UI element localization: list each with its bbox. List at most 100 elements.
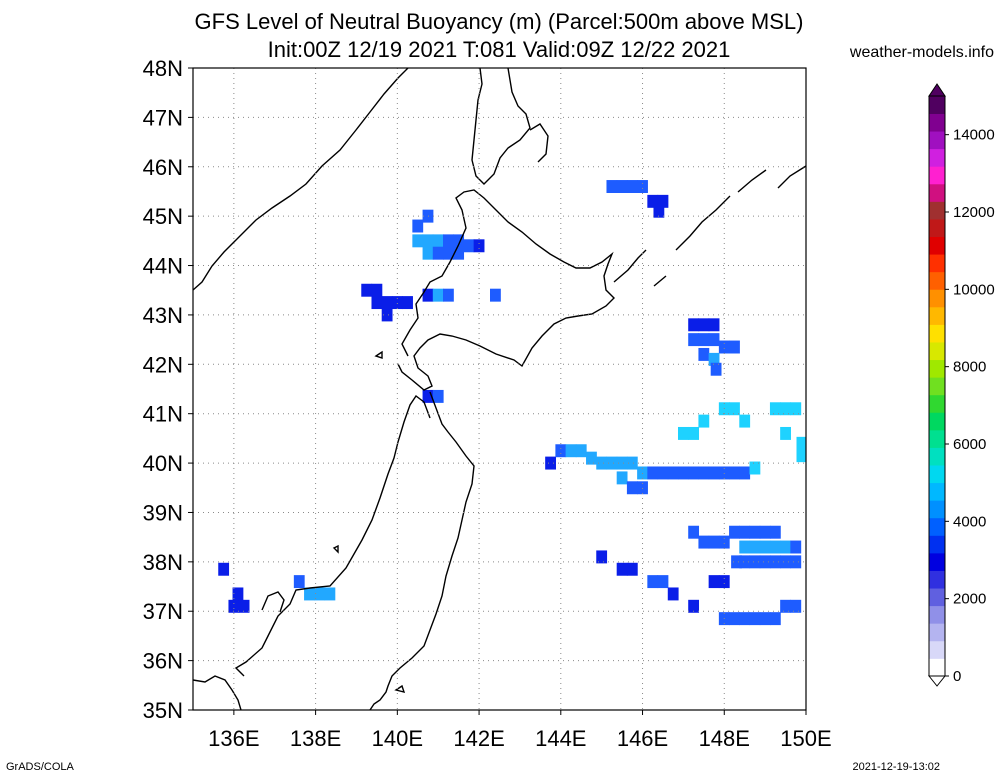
buoyancy-cell bbox=[422, 246, 434, 260]
buoyancy-cell bbox=[432, 288, 444, 302]
buoyancy-cell bbox=[688, 318, 700, 332]
buoyancy-cell bbox=[626, 456, 638, 470]
buoyancy-cell bbox=[606, 456, 618, 470]
colorbar-label: 0 bbox=[953, 668, 961, 685]
buoyancy-cell bbox=[381, 308, 393, 322]
buoyancy-cell bbox=[314, 587, 326, 601]
buoyancy-cell bbox=[749, 525, 761, 539]
buoyancy-cell bbox=[412, 219, 424, 233]
colorbar-segment bbox=[929, 254, 945, 273]
buoyancy-cell bbox=[361, 283, 373, 297]
colorbar-label: 12000 bbox=[953, 204, 995, 221]
buoyancy-cell bbox=[780, 599, 791, 613]
buoyancy-cell bbox=[698, 414, 710, 428]
buoyancy-cell bbox=[657, 194, 669, 208]
buoyancy-cell bbox=[490, 288, 501, 302]
hokkaido-coast bbox=[397, 189, 615, 391]
honshu-east-coast bbox=[369, 391, 475, 710]
buoyancy-cell bbox=[232, 587, 244, 601]
buoyancy-cell bbox=[780, 555, 791, 569]
buoyancy-cell bbox=[769, 402, 781, 416]
y-tick-label: 43N bbox=[143, 303, 183, 328]
colorbar-segment bbox=[929, 658, 945, 677]
buoyancy-cell bbox=[596, 550, 608, 564]
buoyancy-cell bbox=[718, 340, 730, 354]
x-tick-label: 142E bbox=[453, 726, 504, 751]
buoyancy-cell bbox=[443, 288, 454, 302]
buoyancy-cell bbox=[698, 318, 710, 332]
buoyancy-cell bbox=[657, 466, 669, 480]
buoyancy-cell bbox=[739, 612, 751, 626]
y-tick-label: 46N bbox=[143, 155, 183, 180]
colorbar-segment bbox=[929, 465, 945, 484]
plot-frame bbox=[192, 67, 807, 711]
buoyancy-cell bbox=[324, 587, 336, 601]
footer-credit: GrADS/COLA bbox=[6, 761, 74, 773]
colorbar: 0 2000 4000 6000 8000 10000 12000 14000 bbox=[927, 83, 995, 687]
buoyancy-cell bbox=[463, 239, 475, 253]
buoyancy-cell bbox=[708, 535, 720, 549]
y-tick-label: 45N bbox=[143, 204, 183, 229]
colorbar-label: 8000 bbox=[953, 359, 986, 376]
y-tick-label: 42N bbox=[143, 352, 183, 377]
buoyancy-cell bbox=[790, 402, 802, 416]
buoyancy-cell bbox=[708, 333, 720, 347]
colorbar-segment bbox=[929, 113, 945, 132]
x-tick-label: 144E bbox=[535, 726, 586, 751]
buoyancy-cell bbox=[729, 466, 740, 480]
buoyancy-cell bbox=[708, 575, 720, 589]
colorbar-segment bbox=[929, 482, 945, 501]
buoyancy-cell bbox=[218, 562, 230, 576]
buoyancy-cell bbox=[796, 436, 806, 450]
buoyancy-cell bbox=[453, 246, 465, 260]
buoyancy-cell bbox=[708, 318, 720, 332]
buoyancy-cell bbox=[667, 587, 679, 601]
footer-timestamp: 2021-12-19-13:02 bbox=[852, 761, 940, 773]
buoyancy-cell bbox=[718, 466, 730, 480]
y-tick-label: 39N bbox=[143, 500, 183, 525]
buoyancy-cell bbox=[626, 562, 638, 576]
buoyancy-cell bbox=[780, 426, 791, 440]
x-tick-label: 148E bbox=[699, 726, 750, 751]
colorbar-segment bbox=[929, 588, 945, 607]
colorbar-label: 4000 bbox=[953, 513, 986, 530]
colorbar-segment bbox=[929, 96, 945, 114]
buoyancy-cell bbox=[586, 451, 597, 465]
buoyancy-cell bbox=[698, 466, 710, 480]
x-tick-label: 138E bbox=[290, 726, 341, 751]
buoyancy-cell bbox=[739, 466, 751, 480]
buoyancy-cell bbox=[749, 461, 761, 475]
buoyancy-cell bbox=[616, 562, 628, 576]
colorbar-label: 14000 bbox=[953, 127, 995, 144]
colorbar-label: 10000 bbox=[953, 281, 995, 298]
buoyancy-cell bbox=[637, 180, 648, 193]
buoyancy-cell bbox=[780, 402, 791, 416]
axis-ticks: 136E 138E 140E 142E 144E 146E 148E 150E 35N 36N 37… bbox=[143, 56, 832, 751]
buoyancy-cell bbox=[729, 612, 740, 626]
buoyancy-cell bbox=[729, 525, 740, 539]
small-island bbox=[332, 350, 406, 693]
sakhalin-tip bbox=[529, 123, 549, 163]
colorbar-segment bbox=[929, 552, 945, 571]
y-tick-label: 35N bbox=[143, 698, 183, 723]
y-tick-label: 37N bbox=[143, 599, 183, 624]
buoyancy-cell bbox=[293, 575, 305, 589]
colorbar-segment bbox=[929, 289, 945, 308]
buoyancy-cell bbox=[616, 456, 628, 470]
buoyancy-cell bbox=[698, 535, 710, 549]
colorbar-segment bbox=[929, 342, 945, 361]
buoyancy-cell bbox=[698, 333, 710, 347]
buoyancy-cell bbox=[729, 402, 740, 416]
buoyancy-cell bbox=[381, 296, 393, 310]
buoyancy-cell bbox=[688, 525, 700, 539]
x-tick-label: 140E bbox=[372, 726, 423, 751]
buoyancy-cell bbox=[391, 296, 403, 310]
buoyancy-cell bbox=[453, 234, 465, 248]
buoyancy-cell bbox=[677, 466, 689, 480]
buoyancy-cell bbox=[412, 234, 424, 248]
buoyancy-cell bbox=[749, 555, 761, 569]
buoyancy-cell bbox=[647, 194, 659, 208]
colorbar-segment bbox=[929, 166, 945, 185]
buoyancy-cell bbox=[769, 525, 781, 539]
colorbar-segment bbox=[929, 570, 945, 589]
